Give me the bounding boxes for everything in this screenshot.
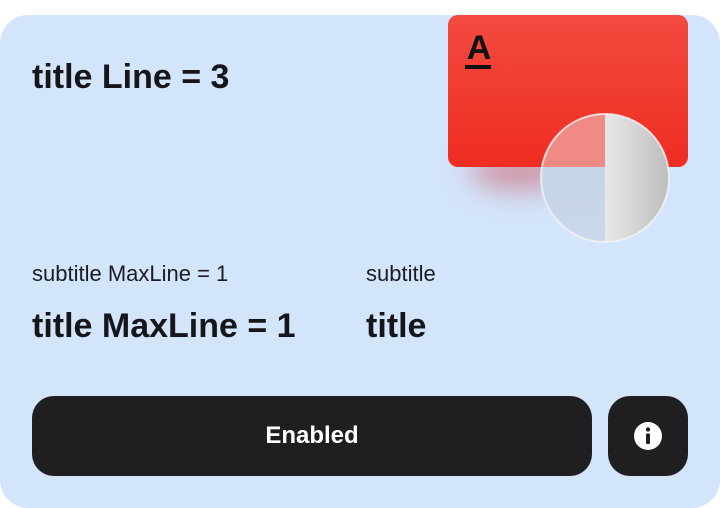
- subtitle-maxline: subtitle MaxLine = 1: [32, 261, 229, 286]
- enabled-button[interactable]: Enabled: [32, 396, 592, 476]
- subtitle-plain: subtitle: [366, 261, 436, 286]
- info-column-plain: subtitle title: [366, 260, 436, 346]
- product-card: title Line = 3 subtitle MaxLine = 1 titl…: [0, 15, 720, 508]
- info-column-maxline: subtitle MaxLine = 1 title MaxLine = 1: [32, 260, 296, 346]
- page-title: title Line = 3: [32, 58, 230, 96]
- bank-logo-icon: А: [465, 29, 492, 69]
- info-icon: [634, 422, 662, 450]
- title-maxline: title MaxLine = 1: [32, 307, 296, 345]
- svg-text:А: А: [467, 29, 492, 67]
- info-button[interactable]: [608, 396, 688, 476]
- coin-icon: [540, 113, 670, 243]
- title-plain: title: [366, 307, 427, 345]
